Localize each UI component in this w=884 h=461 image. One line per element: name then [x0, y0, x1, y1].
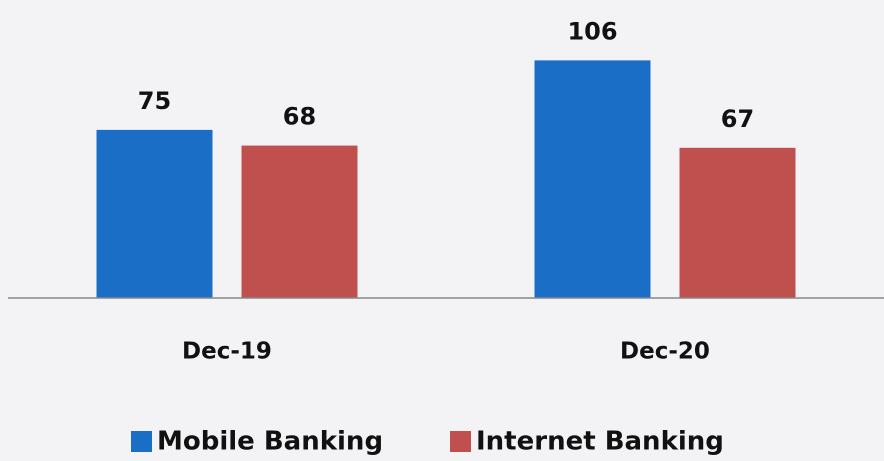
value-label: 75 [138, 87, 171, 115]
legend-swatch [131, 431, 152, 452]
value-label: 106 [567, 17, 617, 45]
bar [241, 145, 358, 298]
bar [679, 147, 796, 298]
x-tick-label: Dec-19 [182, 339, 272, 365]
value-label: 67 [721, 105, 754, 133]
legend-label: Internet Banking [476, 427, 724, 457]
x-tick-label: Dec-20 [620, 339, 710, 365]
bar [534, 60, 651, 299]
value-label: 68 [283, 103, 316, 131]
legend-swatch [450, 431, 471, 452]
legend-label: Mobile Banking [157, 427, 383, 457]
bar [96, 129, 213, 298]
